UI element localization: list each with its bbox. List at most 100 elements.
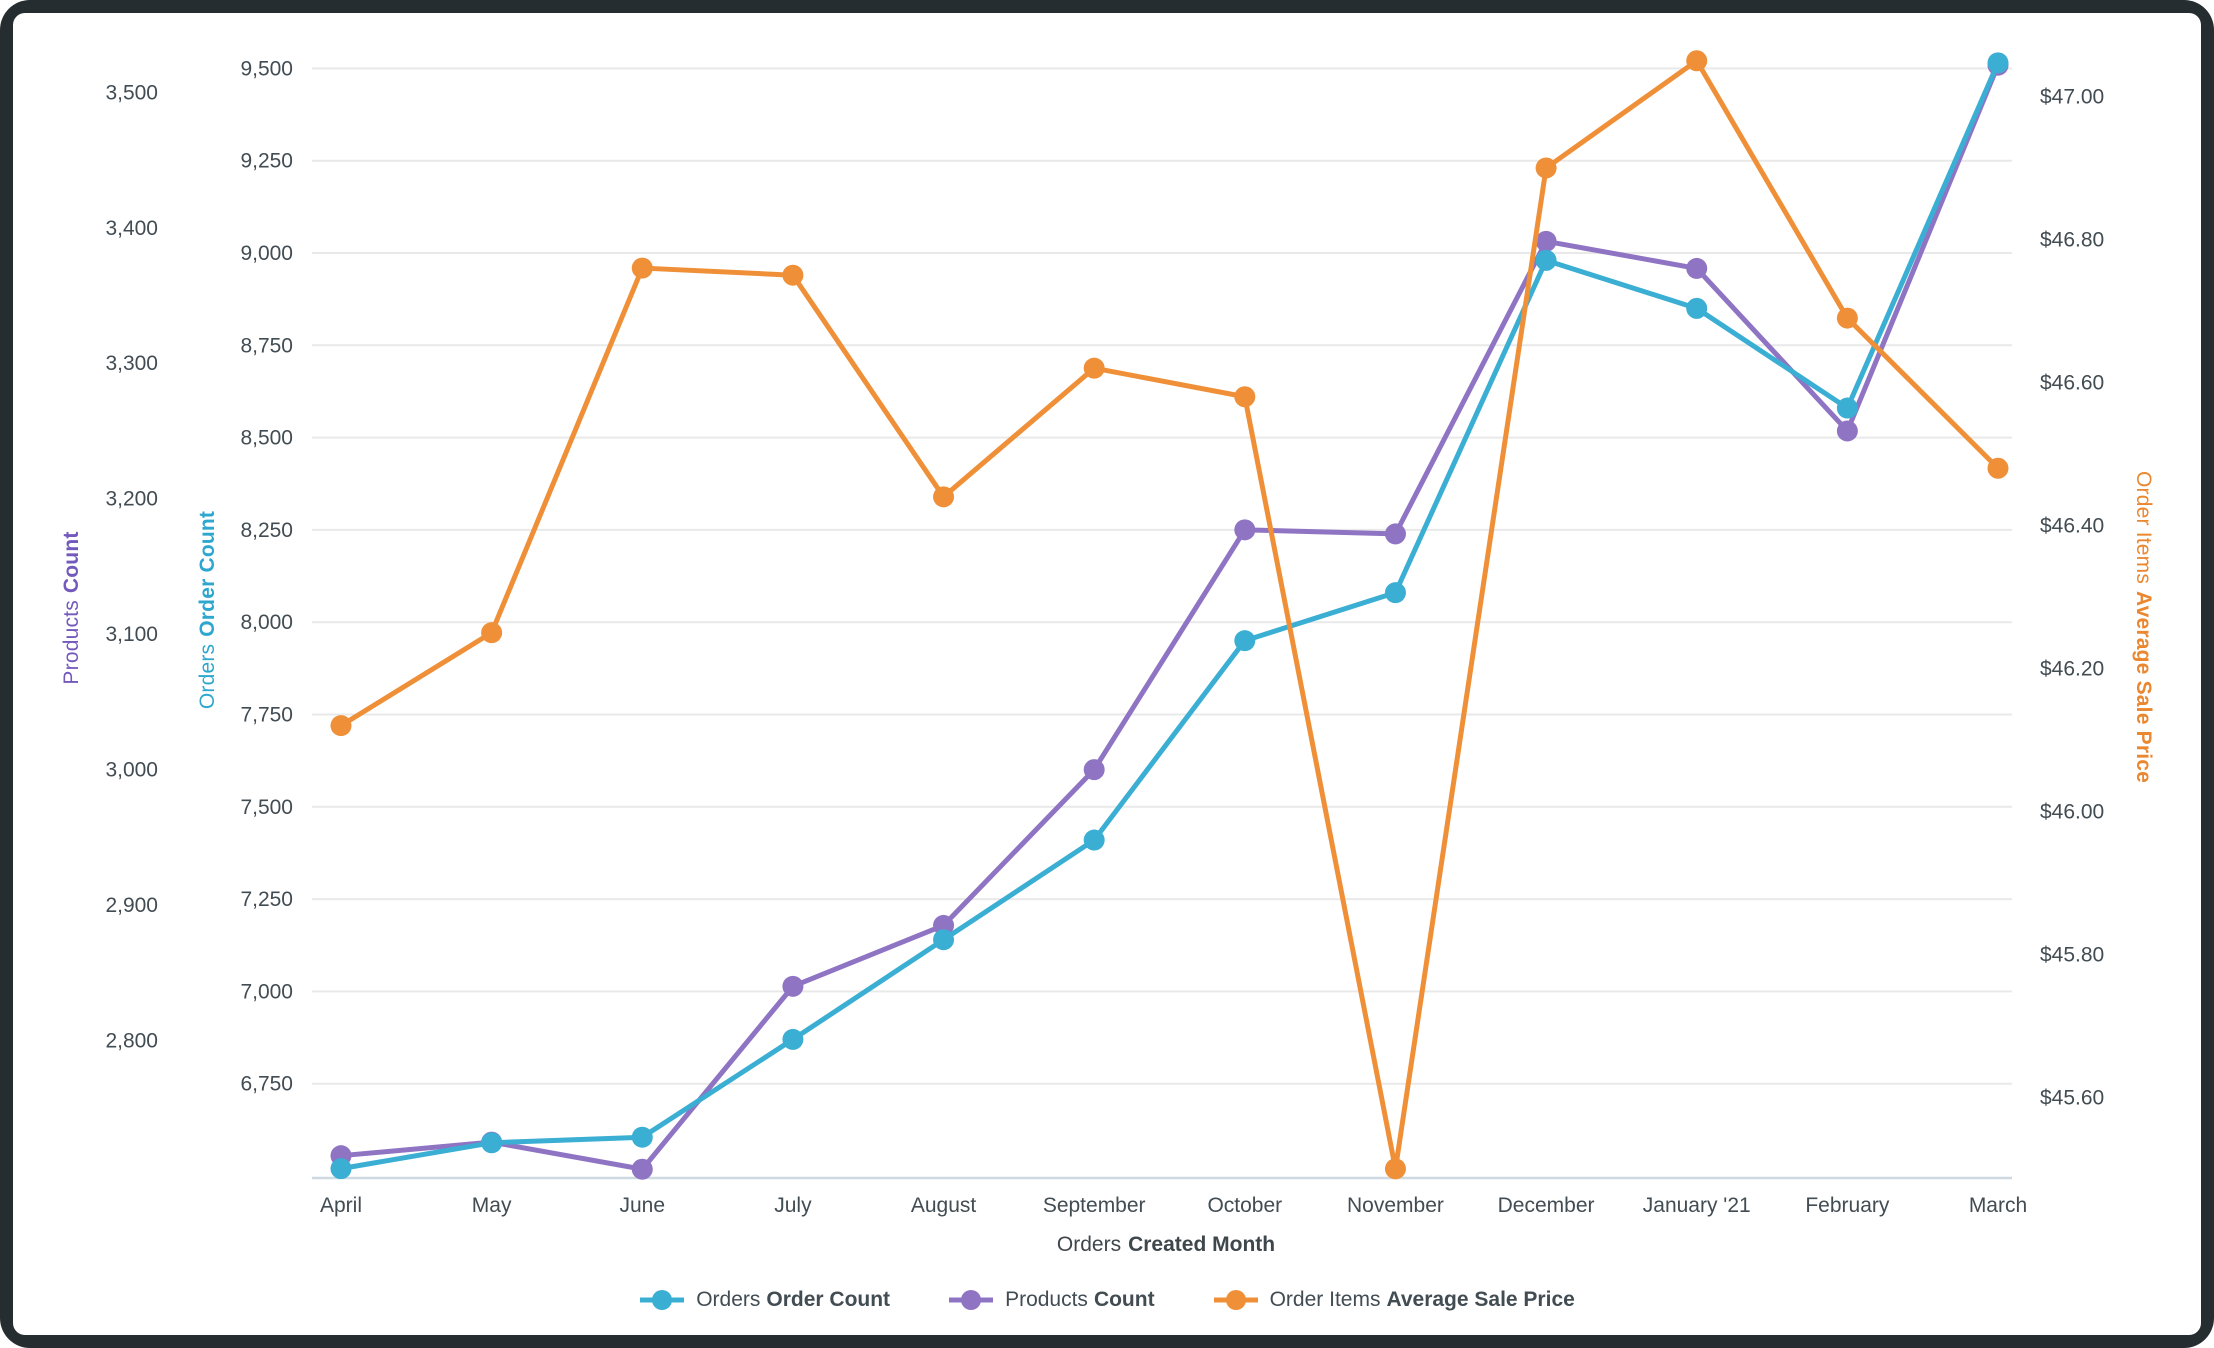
products-tick-label: 3,300: [105, 352, 158, 375]
orders-tick-label: 7,000: [240, 980, 293, 1003]
month-label: May: [472, 1194, 512, 1217]
month-label: July: [774, 1194, 812, 1217]
data-point-products[interactable]: [1686, 257, 1708, 279]
orders-tick-label: 8,750: [240, 334, 293, 357]
data-point-price[interactable]: [782, 264, 804, 286]
legend-item-price[interactable]: Order Items Average Sale Price: [1213, 1288, 1575, 1312]
data-point-orders[interactable]: [1535, 249, 1557, 271]
price-axis-title-prefix: Order Items: [2132, 470, 2155, 585]
data-point-price[interactable]: [1686, 50, 1708, 72]
axis-ticks-layer: 2,800 2,900 3,000 3,100 3,200 3,300 3,400 3,500…: [105, 57, 2104, 1217]
price-tick-label: $46.40: [2040, 514, 2104, 537]
orders-tick-label: 9,250: [240, 150, 293, 173]
price-axis-title-field: Average Sale Price: [2132, 591, 2155, 784]
products-tick-label: 2,800: [105, 1030, 158, 1053]
data-point-products[interactable]: [782, 975, 804, 997]
legend-label-price: Order Items Average Sale Price: [1269, 1288, 1575, 1311]
data-point-orders[interactable]: [1234, 630, 1256, 652]
x-axis-title: Orders Created Month: [1057, 1233, 1275, 1257]
month-label: June: [619, 1194, 665, 1217]
data-point-orders[interactable]: [1384, 582, 1406, 604]
orders-tick-label: 7,750: [240, 703, 293, 726]
products-tick-label: 3,400: [105, 217, 158, 240]
orders-axis-title-field: Order Count: [196, 510, 219, 637]
data-point-price[interactable]: [1384, 1158, 1406, 1180]
data-point-price[interactable]: [1234, 386, 1256, 408]
month-label: March: [1969, 1194, 2027, 1217]
orders-tick-label: 9,500: [240, 57, 293, 80]
series-line-orders: [338, 60, 2001, 1172]
data-point-products[interactable]: [631, 1158, 653, 1180]
legend-item-products[interactable]: Products Count: [948, 1288, 1155, 1312]
series-line-price: [338, 58, 2001, 1172]
price-tick-label: $46.00: [2040, 800, 2104, 823]
orders-tick-label: 9,000: [240, 242, 293, 265]
month-label: February: [1805, 1194, 1890, 1217]
data-point-price[interactable]: [631, 257, 653, 279]
price-tick-label: $46.80: [2040, 228, 2104, 251]
month-label: August: [911, 1194, 977, 1217]
products-tick-label: 3,000: [105, 759, 158, 782]
data-point-orders[interactable]: [933, 929, 955, 951]
gridlines-layer: [312, 67, 2012, 1180]
legend-marker-products: [949, 1290, 994, 1310]
month-label: October: [1207, 1194, 1282, 1217]
data-point-orders[interactable]: [1083, 829, 1105, 851]
series-line-products: [338, 62, 2001, 1172]
month-label: September: [1043, 1194, 1146, 1217]
data-point-products[interactable]: [1234, 519, 1256, 541]
legend-marker-orders: [640, 1290, 685, 1310]
orders-tick-label: 8,000: [240, 611, 293, 634]
data-point-orders[interactable]: [1836, 397, 1858, 419]
data-point-price[interactable]: [330, 715, 352, 737]
orders-axis-title: Orders Order Count: [196, 511, 220, 709]
data-point-orders[interactable]: [631, 1126, 653, 1148]
products-axis-title-prefix: Products: [60, 600, 83, 685]
orders-tick-label: 8,500: [240, 427, 293, 450]
legend-label-products: Products Count: [1005, 1288, 1155, 1311]
data-point-products[interactable]: [1384, 523, 1406, 545]
data-point-products[interactable]: [1083, 759, 1105, 781]
data-point-price[interactable]: [1987, 457, 2009, 479]
data-point-orders[interactable]: [330, 1158, 352, 1180]
orders-axis-title-prefix: Orders: [196, 643, 219, 710]
x-axis-title-prefix: Orders: [1056, 1233, 1122, 1256]
data-point-price[interactable]: [1836, 307, 1858, 329]
products-axis-title-field: Count: [60, 531, 83, 594]
price-tick-label: $46.60: [2040, 371, 2104, 394]
legend-label-orders: Orders Order Count: [696, 1288, 891, 1311]
data-point-price[interactable]: [481, 622, 503, 644]
orders-tick-label: 6,750: [240, 1073, 293, 1096]
data-point-products[interactable]: [1535, 230, 1557, 252]
data-point-orders[interactable]: [1686, 297, 1708, 319]
month-label: April: [320, 1194, 362, 1217]
month-label: December: [1498, 1194, 1595, 1217]
data-point-orders[interactable]: [481, 1132, 503, 1154]
chart-card: [13, 13, 2201, 1335]
price-tick-label: $45.60: [2040, 1086, 2104, 1109]
data-point-orders[interactable]: [1987, 52, 2009, 74]
data-point-price[interactable]: [1083, 357, 1105, 379]
data-point-orders[interactable]: [782, 1028, 804, 1050]
price-tick-label: $46.20: [2040, 657, 2104, 680]
data-point-price[interactable]: [933, 486, 955, 508]
orders-tick-label: 7,250: [240, 888, 293, 911]
legend: Orders Order Count Products Count Order Item…: [0, 1288, 2214, 1312]
products-axis-title: Products Count: [60, 531, 84, 684]
data-point-products[interactable]: [1836, 420, 1858, 442]
month-label: November: [1347, 1194, 1444, 1217]
legend-marker-price: [1213, 1290, 1258, 1310]
price-axis-title: Order Items Average Sale Price: [2131, 471, 2155, 783]
products-tick-label: 3,200: [105, 488, 158, 511]
products-tick-label: 3,100: [105, 623, 158, 646]
price-tick-label: $47.00: [2040, 85, 2104, 108]
legend-item-orders[interactable]: Orders Order Count: [639, 1288, 890, 1312]
data-point-price[interactable]: [1535, 157, 1557, 179]
orders-tick-label: 8,250: [240, 519, 293, 542]
products-tick-label: 3,500: [105, 81, 158, 104]
products-tick-label: 2,900: [105, 894, 158, 917]
x-axis-title-field: Created Month: [1128, 1233, 1276, 1256]
month-label: January '21: [1643, 1194, 1751, 1217]
